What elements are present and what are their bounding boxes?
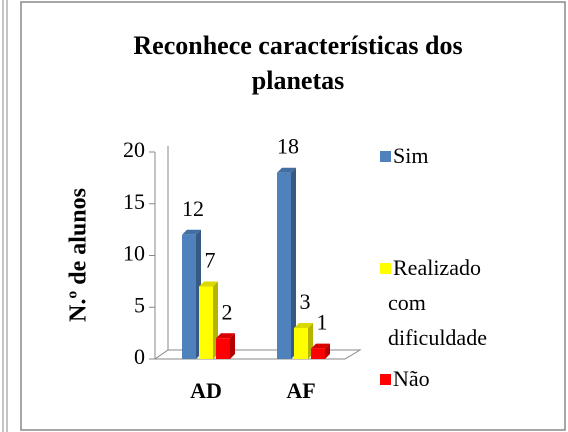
bar <box>311 348 325 359</box>
bar <box>277 172 291 359</box>
bar-top <box>277 167 296 173</box>
legend-label: Realizado com dificuldade <box>388 255 487 350</box>
bar <box>294 327 308 359</box>
y-tick-label: 5 <box>134 292 145 317</box>
bar <box>199 286 213 359</box>
data-label: 18 <box>277 134 299 159</box>
legend-swatch <box>380 374 391 385</box>
bar-side <box>325 343 330 359</box>
bar-top <box>182 229 201 235</box>
data-label: 3 <box>300 289 311 314</box>
bar-top <box>294 322 313 328</box>
legend-label: Não <box>393 366 430 391</box>
x-tick-label: AD <box>190 378 222 403</box>
legend-swatch <box>380 151 391 162</box>
bar-side <box>230 333 235 359</box>
legend-swatch <box>380 263 391 274</box>
legend-label: Sim <box>393 143 428 168</box>
y-tick-label: 15 <box>123 189 145 214</box>
chart-title: planetas <box>252 66 344 95</box>
bar-top <box>311 343 330 349</box>
bar <box>182 234 196 359</box>
y-tick-label: 10 <box>123 241 145 266</box>
chart-title: Reconhece características dos <box>133 31 462 60</box>
data-label: 1 <box>317 310 328 335</box>
bar-side <box>291 167 296 359</box>
bar-top <box>199 281 218 287</box>
bar <box>216 338 230 359</box>
data-label: 12 <box>182 196 204 221</box>
data-label: 2 <box>222 299 233 324</box>
x-tick-label: AF <box>286 378 315 403</box>
chart-border <box>20 1 566 431</box>
y-tick-label: 0 <box>134 344 145 369</box>
y-tick-label: 20 <box>123 137 145 162</box>
data-label: 7 <box>205 248 216 273</box>
y-axis-label: N.º de alunos <box>66 188 92 322</box>
bar-top <box>216 333 235 339</box>
